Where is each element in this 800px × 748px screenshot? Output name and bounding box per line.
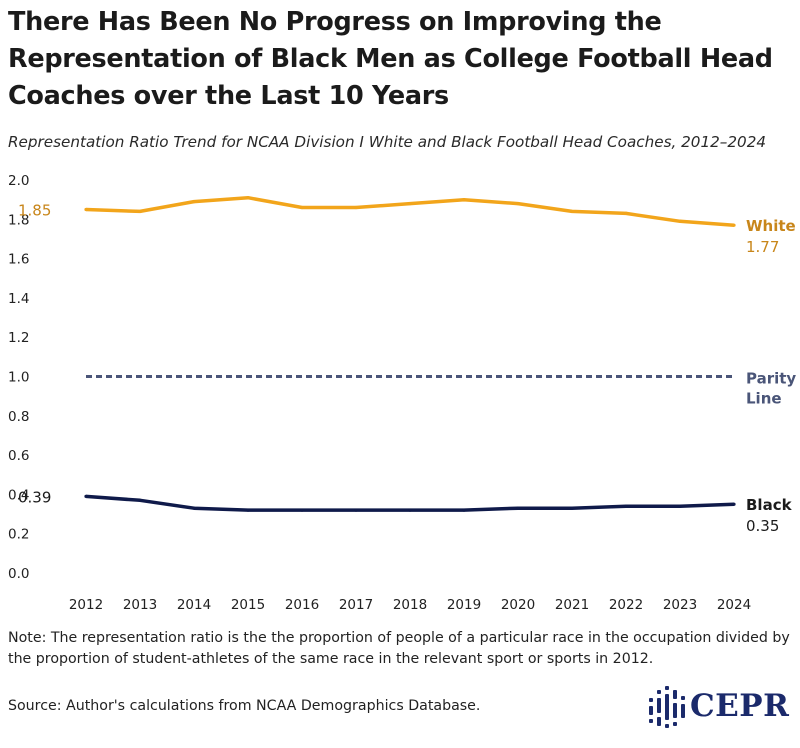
end-value-label-white: 1.77	[746, 238, 779, 256]
x-tick-label: 2017	[339, 597, 373, 613]
data-point-white	[462, 198, 466, 202]
x-tick-label: 2020	[501, 597, 535, 613]
x-tick-label: 2021	[555, 597, 589, 613]
data-point-black	[84, 494, 88, 498]
y-tick-label: 1.6	[8, 252, 29, 268]
y-tick-label: 0.0	[8, 566, 29, 582]
y-tick-label: 0.8	[8, 409, 29, 425]
end-value-label-black: 0.35	[746, 517, 779, 535]
x-tick-label: 2012	[69, 597, 103, 613]
y-tick-label: 0.4	[8, 487, 29, 503]
data-point-white	[732, 223, 736, 227]
data-point-black	[624, 504, 628, 508]
data-point-white	[354, 205, 358, 210]
chart-title: There Has Been No Progress on Improving …	[8, 7, 773, 111]
data-point-white	[408, 201, 412, 206]
y-tick-label: 0.6	[8, 448, 29, 464]
data-point-white	[246, 196, 250, 200]
cepr-logo: CEPR	[646, 682, 796, 734]
data-point-black	[516, 506, 520, 510]
data-point-white	[84, 207, 88, 212]
data-point-white	[192, 200, 196, 204]
x-tick-label: 2024	[717, 597, 751, 613]
x-tick-label: 2013	[123, 597, 157, 613]
data-point-black	[354, 508, 358, 512]
chart-note: Note: The representation ratio is the th…	[8, 630, 790, 667]
data-point-black	[678, 504, 682, 508]
data-point-black	[192, 506, 196, 510]
data-point-black	[462, 508, 466, 512]
start-value-label-black: 0.39	[18, 488, 51, 506]
data-point-black	[408, 508, 412, 512]
data-point-white	[516, 201, 520, 206]
data-point-black	[300, 508, 304, 512]
series-name-label-black: Black	[746, 496, 793, 514]
data-point-black	[732, 502, 736, 506]
x-tick-label: 2019	[447, 597, 481, 613]
data-point-white	[300, 205, 304, 210]
series-line-black	[85, 494, 735, 512]
data-point-white	[570, 209, 574, 214]
data-point-white	[624, 211, 628, 216]
series-line-white	[85, 195, 735, 227]
x-tick-label: 2014	[177, 597, 211, 613]
y-tick-label: 0.2	[8, 527, 29, 543]
y-tick-label: 1.2	[8, 330, 29, 346]
cepr-logo-text: CEPR	[690, 688, 790, 724]
data-point-black	[138, 498, 142, 502]
line-chart: 0.0 0.2 0.4 0.6 0.8 1.0 1.2 1.4 1.6 1.8 2.0 2012 20…	[8, 173, 796, 613]
y-tick-label: 1.4	[8, 291, 29, 307]
data-point-white	[138, 209, 142, 214]
y-tick-label: 2.0	[8, 173, 29, 189]
x-tick-label: 2023	[663, 597, 697, 613]
cepr-dots-icon	[649, 686, 685, 728]
x-tick-label: 2016	[285, 597, 319, 613]
y-tick-label: 1.8	[8, 212, 29, 228]
chart-subtitle: Representation Ratio Trend for NCAA Divi…	[8, 133, 767, 151]
chart-source: Source: Author's calculations from NCAA …	[8, 698, 481, 714]
x-tick-label: 2022	[609, 597, 643, 613]
data-point-black	[246, 508, 250, 512]
x-tick-label: 2018	[393, 597, 427, 613]
data-point-black	[570, 506, 574, 510]
start-value-label-white: 1.85	[18, 201, 51, 219]
parity-line-label: Line	[746, 390, 782, 408]
parity-line-label: Parity	[746, 370, 796, 388]
x-tick-label: 2015	[231, 597, 265, 613]
y-tick-label: 1.0	[8, 370, 29, 386]
series-name-label-white: White	[746, 217, 796, 235]
data-point-white	[678, 219, 682, 223]
